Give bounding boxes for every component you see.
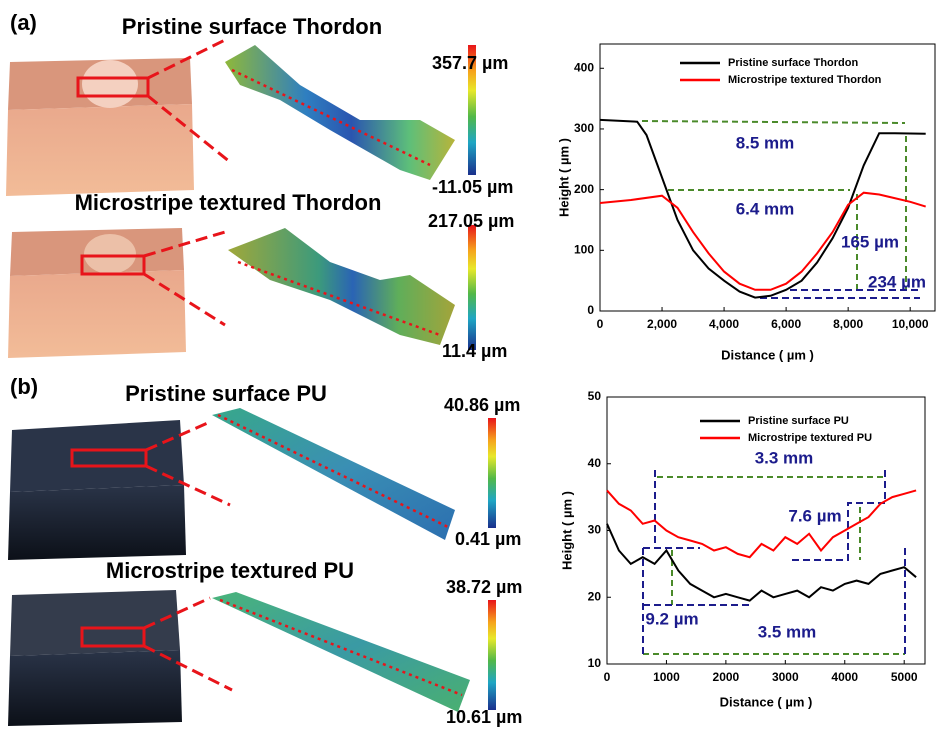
photo-front <box>8 485 186 560</box>
zoom-line <box>143 272 226 327</box>
x-tick-label: 1000 <box>653 670 680 684</box>
panel-label: (a) <box>10 10 37 35</box>
y-axis-label: Height ( µm ) <box>559 491 574 570</box>
colorbar-min: 11.4 µm <box>442 341 507 361</box>
legend-label: Pristine surface PU <box>748 415 849 427</box>
x-tick-label: 8,000 <box>833 317 863 331</box>
colorbar <box>468 45 476 175</box>
annotation: 234 µm <box>868 272 926 291</box>
photo-top <box>10 420 184 492</box>
guide <box>642 470 906 654</box>
surface <box>212 408 455 540</box>
panel-b: (b) Pristine surface PU 40.86 µm 0.41 µm… <box>8 374 522 727</box>
y-tick-label: 50 <box>588 389 602 403</box>
roi <box>70 448 148 468</box>
colorbar-max: 38.72 µm <box>446 577 522 597</box>
colorbar <box>488 600 496 710</box>
profile-line <box>219 598 463 697</box>
roi <box>80 626 146 648</box>
y-tick-label: 400 <box>574 60 594 74</box>
y-tick-label: 20 <box>588 589 602 603</box>
sample-title: Microstripe textured PU <box>106 558 354 583</box>
series-line <box>599 118 926 299</box>
surface <box>228 228 455 345</box>
photo-groove <box>84 234 136 274</box>
annotation: 9.2 µm <box>645 609 698 628</box>
y-tick-label: 100 <box>574 242 594 256</box>
arrow <box>641 120 907 290</box>
guide <box>760 289 920 299</box>
colorbar <box>488 418 496 528</box>
plot-frame <box>599 43 936 312</box>
surface <box>212 592 470 712</box>
colorbar-max: 40.86 µm <box>444 395 520 415</box>
x-tick-label: 4000 <box>831 670 858 684</box>
legend-label: Microstripe textured PU <box>748 432 872 444</box>
annotation: 3.5 mm <box>758 622 817 641</box>
zoom-line <box>147 38 226 80</box>
legend-label: Microstripe textured Thordon <box>728 74 882 86</box>
x-tick-label: 2,000 <box>647 317 677 331</box>
zoom-line <box>143 644 233 692</box>
annotation: 7.6 µm <box>788 506 841 525</box>
annotation: 165 µm <box>841 232 899 251</box>
zoom-line <box>145 420 211 452</box>
x-tick-label: 6,000 <box>771 317 801 331</box>
y-tick-label: 0 <box>587 303 594 317</box>
colorbar-max: 217.05 µm <box>428 211 514 231</box>
sample-title: Pristine surface PU <box>125 381 327 406</box>
photo-front <box>8 270 186 358</box>
zoom-line <box>143 230 226 258</box>
y-axis-label: Height ( µm ) <box>556 138 571 217</box>
profile-line <box>231 68 431 167</box>
annotation: 6.4 mm <box>736 199 795 218</box>
y-tick-label: 30 <box>588 523 602 537</box>
roi <box>76 76 150 98</box>
photo-top <box>10 590 180 656</box>
photo-front <box>8 650 182 726</box>
photo-front <box>6 104 194 196</box>
x-tick-label: 3000 <box>772 670 799 684</box>
colorbar <box>468 225 476 350</box>
x-tick-label: 2000 <box>713 670 740 684</box>
y-tick-label: 40 <box>588 456 602 470</box>
series-line <box>599 191 926 291</box>
x-tick-label: 5000 <box>891 670 918 684</box>
surface <box>225 45 455 180</box>
series-line <box>606 489 917 559</box>
legend-label: Pristine surface Thordon <box>728 57 858 69</box>
profile-line <box>217 413 451 530</box>
annotation: 3.3 mm <box>755 448 814 467</box>
panel-a: (a) Pristine surface Thordon 357.7 µm -1… <box>6 10 514 361</box>
x-tick-label: 0 <box>604 670 611 684</box>
sample-title: Pristine surface Thordon <box>122 14 382 39</box>
zoom-line <box>143 596 211 630</box>
colorbar-max: 357.7 µm <box>432 53 508 73</box>
photo-groove <box>82 60 138 108</box>
x-tick-label: 10,000 <box>892 317 929 331</box>
series-line <box>606 523 917 602</box>
annotation: 8.5 mm <box>736 133 795 152</box>
zoom-line <box>145 464 231 507</box>
panel-label: (b) <box>10 374 38 399</box>
sample-title: Microstripe textured Thordon <box>75 190 382 215</box>
colorbar-min: 10.61 µm <box>446 707 522 727</box>
y-tick-label: 200 <box>574 182 594 196</box>
x-tick-label: 4,000 <box>709 317 739 331</box>
x-tick-label: 0 <box>597 317 604 331</box>
annotation-arrows <box>641 120 920 655</box>
y-tick-label: 10 <box>588 656 602 670</box>
colorbar-min: -11.05 µm <box>432 177 513 197</box>
y-tick-label: 300 <box>574 121 594 135</box>
arrow <box>643 476 905 655</box>
roi <box>80 254 146 276</box>
x-axis-label: Distance ( µm ) <box>720 694 813 709</box>
profile-line <box>237 260 441 337</box>
x-axis-label: Distance ( µm ) <box>721 347 814 362</box>
colorbar-min: 0.41 µm <box>455 529 521 549</box>
